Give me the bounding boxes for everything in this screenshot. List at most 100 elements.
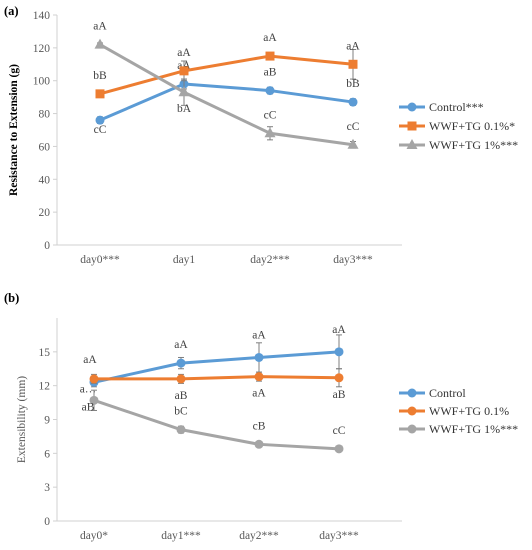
- significance-label: aA: [93, 21, 107, 33]
- data-point: [95, 115, 105, 125]
- significance-label: aA: [332, 324, 346, 336]
- panel-a-resistance-chart: (a) 0 20 40 60 80 100 120 140 day0*** day1 day2*** d…: [4, 4, 518, 266]
- x-tick-label: day0*: [80, 530, 108, 542]
- data-point: [265, 86, 275, 96]
- legend-entry: WWF+TG 1%***: [429, 138, 518, 152]
- significance-label: aA: [252, 388, 266, 400]
- data-point: [348, 59, 358, 69]
- series-line: [93, 350, 340, 384]
- y-tick-label: 9: [44, 415, 50, 427]
- y-tick-label: 20: [39, 207, 51, 219]
- x-tick-label: day1***: [161, 530, 201, 542]
- significance-label: bC: [174, 406, 188, 418]
- significance-label: cC: [264, 109, 277, 121]
- legend: Control*** WWF+TG 0.1%* WWF+TG 1%***: [399, 100, 518, 152]
- y-tick-label: 80: [39, 109, 51, 121]
- legend-swatch-marker: [407, 102, 417, 112]
- data-point: [334, 347, 344, 357]
- y-tick-label: 40: [39, 174, 51, 186]
- y-tick-label: 120: [33, 43, 51, 55]
- legend-entry: WWF+TG 0.1%*: [429, 119, 515, 133]
- data-point: [179, 66, 189, 76]
- series: a… aA aA aA: [80, 324, 347, 395]
- significance-label: aA: [252, 329, 266, 341]
- x-tick-label: day2***: [250, 254, 290, 266]
- data-point: [334, 444, 344, 454]
- series: aA aB aA aB: [83, 354, 345, 402]
- data-point: [334, 373, 344, 383]
- y-tick-label: 12: [39, 381, 51, 393]
- significance-label: aA: [177, 47, 191, 59]
- data-point: [176, 374, 186, 384]
- series-line: [94, 375, 340, 381]
- legend-swatch-marker: [406, 139, 418, 149]
- y-tick-label: 0: [44, 240, 50, 252]
- x-tick-label: day3***: [319, 530, 359, 542]
- y-tick-label: 100: [33, 76, 51, 88]
- legend-swatch-marker: [407, 406, 417, 416]
- y-tick-label: 6: [44, 448, 50, 460]
- y-tick-label: 15: [39, 347, 51, 359]
- legend-entry: Control: [429, 386, 466, 400]
- data-point: [254, 352, 264, 362]
- data-point: [176, 425, 186, 435]
- significance-label: aB: [264, 67, 277, 79]
- x-tick-label: day2***: [239, 530, 279, 542]
- significance-label: bA: [177, 103, 192, 115]
- series: bB aA aA aA: [93, 32, 360, 99]
- legend: Control WWF+TG 0.1% WWF+TG 1%***: [399, 386, 518, 436]
- series: aB bC cB cC: [82, 389, 346, 454]
- panel-b-extensibility-chart: (b) 0 3 6 9 12 15 day0* day1*** day2*** day3*** Ext…: [4, 291, 518, 542]
- y-tick-label: 0: [44, 516, 50, 528]
- series: aA bA cC cC: [93, 21, 360, 149]
- y-axis-title: Resistance to Extension (g): [8, 64, 20, 196]
- series-line: [99, 43, 354, 147]
- x-tick-label: day0***: [80, 254, 120, 266]
- legend-swatch-marker: [407, 424, 417, 434]
- significance-label: bB: [346, 78, 360, 90]
- data-point: [254, 372, 264, 382]
- data-point: [89, 395, 99, 405]
- x-tick-label: day3***: [333, 254, 373, 266]
- data-point: [94, 38, 106, 49]
- y-tick-label: 3: [44, 482, 50, 494]
- significance-label: cC: [347, 121, 360, 133]
- significance-label: cB: [253, 420, 266, 432]
- legend-entry: WWF+TG 0.1%: [429, 404, 509, 418]
- significance-label: aA: [263, 32, 277, 44]
- significance-label: cC: [333, 425, 346, 437]
- significance-label: aB: [82, 401, 95, 413]
- significance-label: cC: [94, 124, 107, 136]
- significance-label: aB: [175, 390, 188, 402]
- significance-label: a…: [80, 383, 97, 395]
- significance-label: aA: [346, 40, 360, 52]
- data-point: [254, 439, 264, 449]
- series-line: [99, 54, 354, 96]
- data-point: [178, 86, 190, 97]
- legend-entry: WWF+TG 1%***: [429, 422, 518, 436]
- series-line: [93, 398, 340, 451]
- series-line: [99, 82, 354, 122]
- panel-label: (a): [4, 4, 19, 18]
- y-tick-label: 140: [33, 10, 51, 22]
- panel-label: (b): [4, 291, 19, 305]
- significance-label: aB: [333, 389, 346, 401]
- legend-entry: Control***: [429, 100, 484, 114]
- significance-label: aA: [174, 339, 188, 351]
- data-point: [89, 374, 99, 384]
- x-tick-label: day1: [173, 254, 196, 266]
- y-tick-label: 60: [39, 141, 51, 153]
- data-point: [176, 358, 186, 368]
- data-point: [95, 89, 105, 99]
- data-point: [264, 127, 276, 138]
- y-axis-title: Extensibility (mm): [16, 376, 28, 463]
- significance-label: aA: [83, 354, 97, 366]
- data-point: [265, 51, 275, 61]
- data-point: [347, 138, 359, 149]
- significance-label: bB: [93, 70, 107, 82]
- data-point: [348, 97, 358, 107]
- legend-swatch-marker: [407, 388, 417, 398]
- legend-swatch-marker: [407, 121, 417, 131]
